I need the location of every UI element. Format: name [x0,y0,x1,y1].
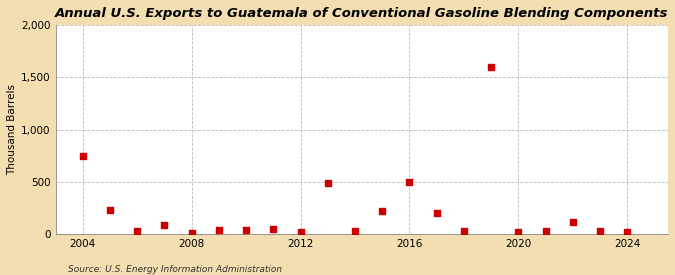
Point [105,208,115,212]
Point [132,229,142,233]
Point [540,229,551,233]
Point [377,209,387,213]
Text: Source: U.S. Energy Information Administration: Source: U.S. Energy Information Administ… [68,265,281,274]
Point [486,65,497,69]
Title: Annual U.S. Exports to Guatemala of Conventional Gasoline Blending Components: Annual U.S. Exports to Guatemala of Conv… [55,7,668,20]
Point [295,230,306,234]
Point [404,180,415,184]
Point [595,229,605,233]
Point [568,220,578,225]
Point [458,229,469,233]
Point [159,222,170,227]
Point [431,211,442,215]
Point [186,231,197,236]
Point [241,228,252,232]
Point [78,153,88,158]
Point [323,181,333,185]
Point [268,227,279,231]
Point [622,230,632,235]
Point [213,228,224,232]
Y-axis label: Thousand Barrels: Thousand Barrels [7,84,17,175]
Point [350,229,360,233]
Point [513,230,524,234]
